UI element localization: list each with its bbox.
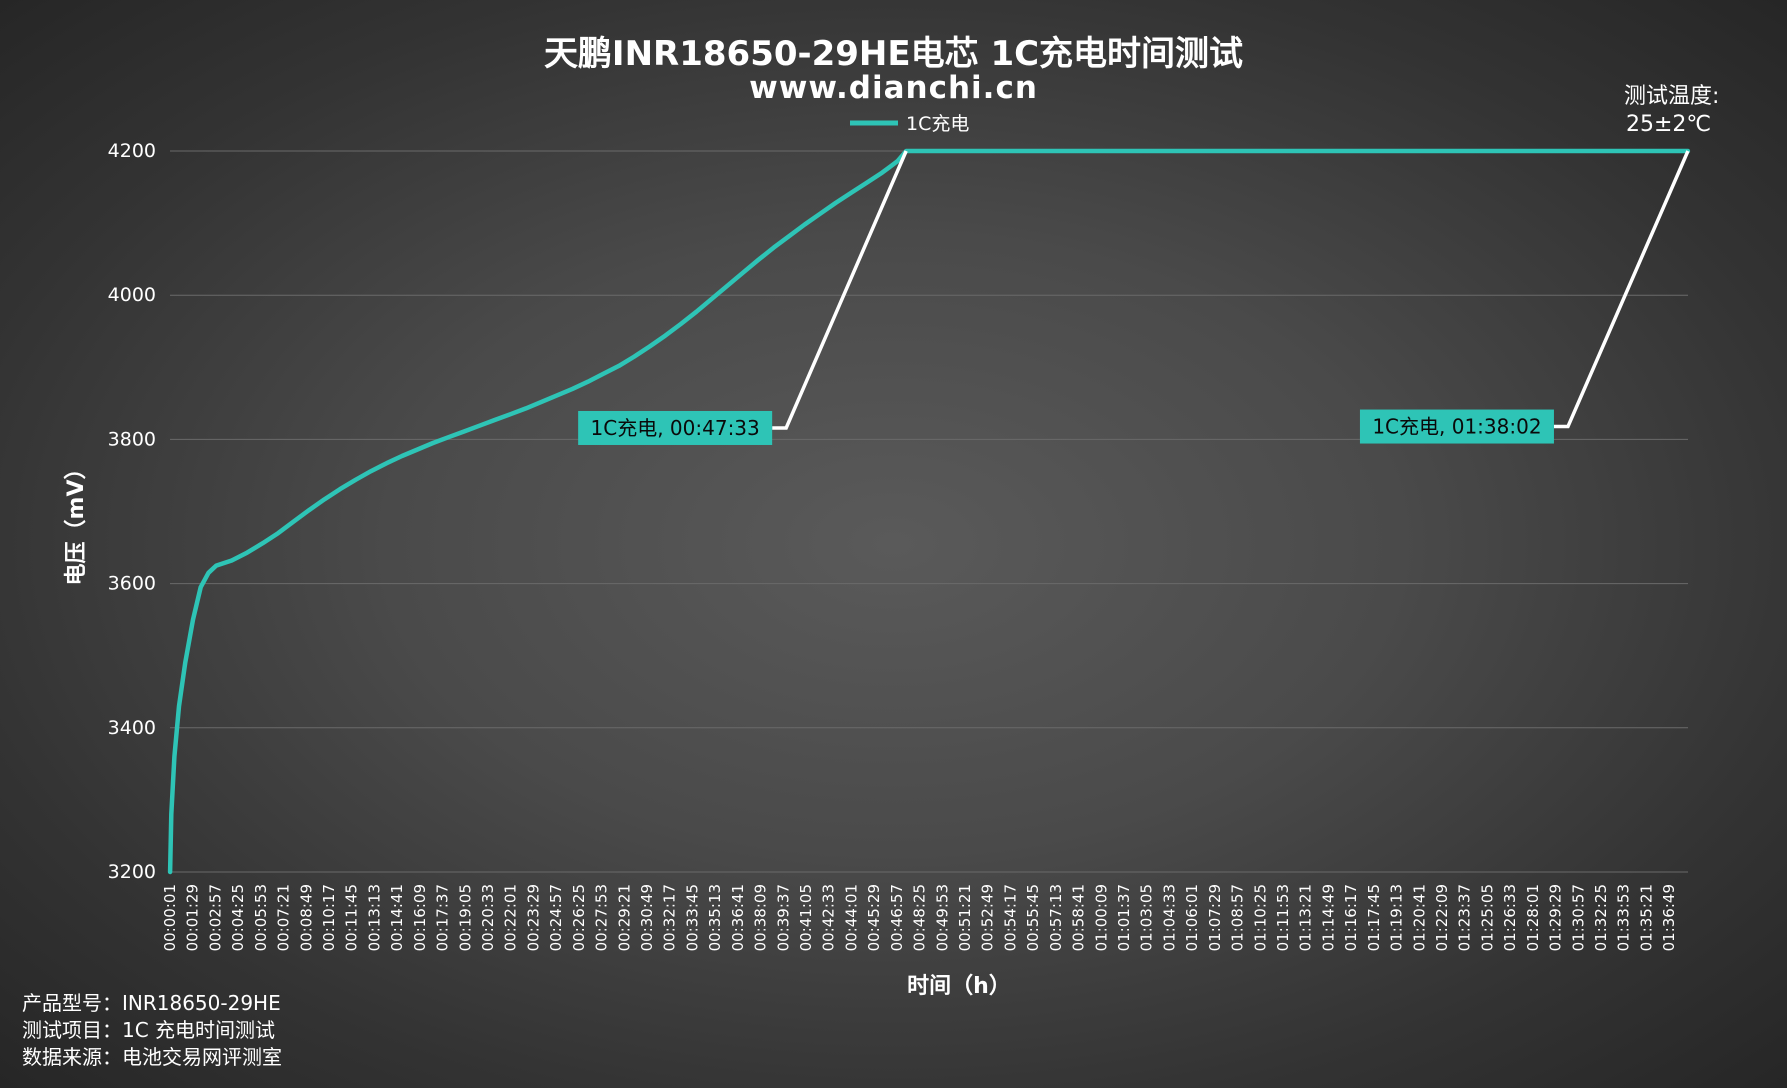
x-tick-label: 00:22:01 (502, 884, 520, 951)
x-tick-label: 00:27:53 (593, 884, 611, 951)
chart-title: 天鹏INR18650-29HE电芯 1C充电时间测试 (543, 34, 1244, 74)
x-tick-label: 01:04:33 (1160, 884, 1178, 951)
x-tick-label: 00:20:33 (479, 884, 497, 951)
x-tick-label: 00:13:13 (365, 884, 383, 951)
footer-source: 数据来源：电池交易网评测室 (22, 1045, 282, 1069)
x-tick-label: 00:01:29 (184, 884, 202, 951)
x-tick-label: 00:30:49 (638, 884, 656, 951)
y-tick-label: 3800 (108, 428, 156, 450)
x-axis-label: 时间（h） (907, 974, 1011, 999)
y-tick-label: 4000 (108, 284, 156, 306)
series-line (167, 148, 1691, 875)
annotation-leader (772, 150, 908, 430)
x-tick-label: 00:55:45 (1024, 884, 1042, 951)
x-tick-label: 00:23:29 (524, 884, 542, 951)
x-tick-label: 00:29:21 (615, 884, 633, 951)
x-tick-label: 00:44:01 (842, 884, 860, 951)
x-tick-label: 01:26:33 (1501, 884, 1519, 951)
x-tick-label: 00:17:37 (434, 884, 452, 951)
footer-test-item: 测试项目：1C 充电时间测试 (22, 1018, 276, 1042)
x-tick-label: 01:25:05 (1478, 884, 1496, 951)
footer-model: 产品型号：INR18650-29HE (22, 991, 281, 1015)
y-tick-label: 3200 (108, 861, 156, 883)
x-tick-label: 01:20:41 (1410, 884, 1428, 951)
x-tick-label: 01:10:25 (1251, 884, 1269, 951)
x-tick-label: 01:36:49 (1660, 884, 1678, 951)
x-tick-label: 01:11:53 (1274, 884, 1292, 951)
x-tick-label: 00:24:57 (547, 884, 565, 951)
x-tick-label: 00:26:25 (570, 884, 588, 951)
x-tick-label: 00:58:41 (1070, 884, 1088, 951)
x-tick-label: 01:29:29 (1547, 884, 1565, 951)
x-tick-label: 01:16:17 (1342, 884, 1360, 951)
annotation-box (578, 410, 773, 445)
x-tick-label: 00:10:17 (320, 884, 338, 951)
x-tick-label: 01:33:53 (1615, 884, 1633, 951)
x-tick-label: 00:33:45 (683, 884, 701, 951)
x-tick-label: 00:36:41 (729, 884, 747, 951)
x-tick-label: 00:52:49 (979, 884, 997, 951)
x-tick-label: 00:08:49 (297, 884, 315, 951)
x-tick-label: 01:08:57 (1229, 884, 1247, 951)
x-tick-label: 01:30:57 (1569, 884, 1587, 951)
annotation-label: 1C充电, 00:47:33 (591, 416, 760, 440)
annotation-label: 1C充电, 01:38:02 (1372, 415, 1541, 439)
temperature-value: 25±2℃ (1626, 112, 1712, 137)
x-tick-label: 01:23:37 (1456, 884, 1474, 951)
x-tick-label: 00:19:05 (456, 884, 474, 951)
y-tick-label: 3600 (108, 573, 156, 595)
x-tick-label: 01:13:21 (1297, 884, 1315, 951)
x-tick-label: 01:35:21 (1637, 884, 1655, 951)
x-tick-label: 00:05:53 (252, 884, 270, 951)
x-tick-label: 00:07:21 (275, 884, 293, 951)
temperature-label: 测试温度: (1624, 84, 1720, 109)
x-tick-label: 00:39:37 (774, 884, 792, 951)
legend-label: 1C充电 (906, 113, 969, 135)
x-tick-label: 00:00:01 (161, 884, 179, 951)
x-tick-label: 00:54:17 (1001, 884, 1019, 951)
annotation-leader (1553, 150, 1690, 429)
x-tick-label: 00:57:13 (1047, 884, 1065, 951)
x-tick-label: 00:14:41 (388, 884, 406, 951)
x-tick-label: 01:28:01 (1524, 884, 1542, 951)
x-tick-label: 01:07:29 (1206, 884, 1224, 951)
y-tick-label: 4200 (108, 140, 156, 162)
x-tick-label: 00:41:05 (797, 884, 815, 951)
annotation-box (1359, 409, 1554, 444)
x-tick-label: 00:35:13 (706, 884, 724, 951)
x-tick-label: 00:49:53 (933, 884, 951, 951)
y-tick-label: 3400 (108, 717, 156, 739)
x-tick-label: 00:45:29 (865, 884, 883, 951)
x-tick-label: 00:02:57 (206, 884, 224, 951)
x-tick-label: 01:14:49 (1319, 884, 1337, 951)
x-tick-label: 01:00:09 (1092, 884, 1110, 951)
x-tick-label: 00:16:09 (411, 884, 429, 951)
x-tick-label: 00:46:57 (888, 884, 906, 951)
x-tick-label: 01:19:13 (1388, 884, 1406, 951)
x-tick-label: 01:17:45 (1365, 884, 1383, 951)
x-tick-label: 01:32:25 (1592, 884, 1610, 951)
chart-subtitle: www.dianchi.cn (749, 70, 1038, 106)
x-tick-label: 00:04:25 (229, 884, 247, 951)
x-tick-label: 01:22:09 (1433, 884, 1451, 951)
x-tick-label: 00:48:25 (911, 884, 929, 951)
x-tick-label: 00:42:33 (820, 884, 838, 951)
x-tick-label: 01:03:05 (1138, 884, 1156, 951)
x-tick-label: 00:51:21 (956, 884, 974, 951)
x-tick-label: 00:38:09 (752, 884, 770, 951)
x-tick-label: 01:01:37 (1115, 884, 1133, 951)
y-axis-label: 电压（mV） (64, 458, 89, 586)
x-tick-label: 01:06:01 (1183, 884, 1201, 951)
x-tick-label: 00:11:45 (343, 884, 361, 951)
x-tick-label: 00:32:17 (661, 884, 679, 951)
